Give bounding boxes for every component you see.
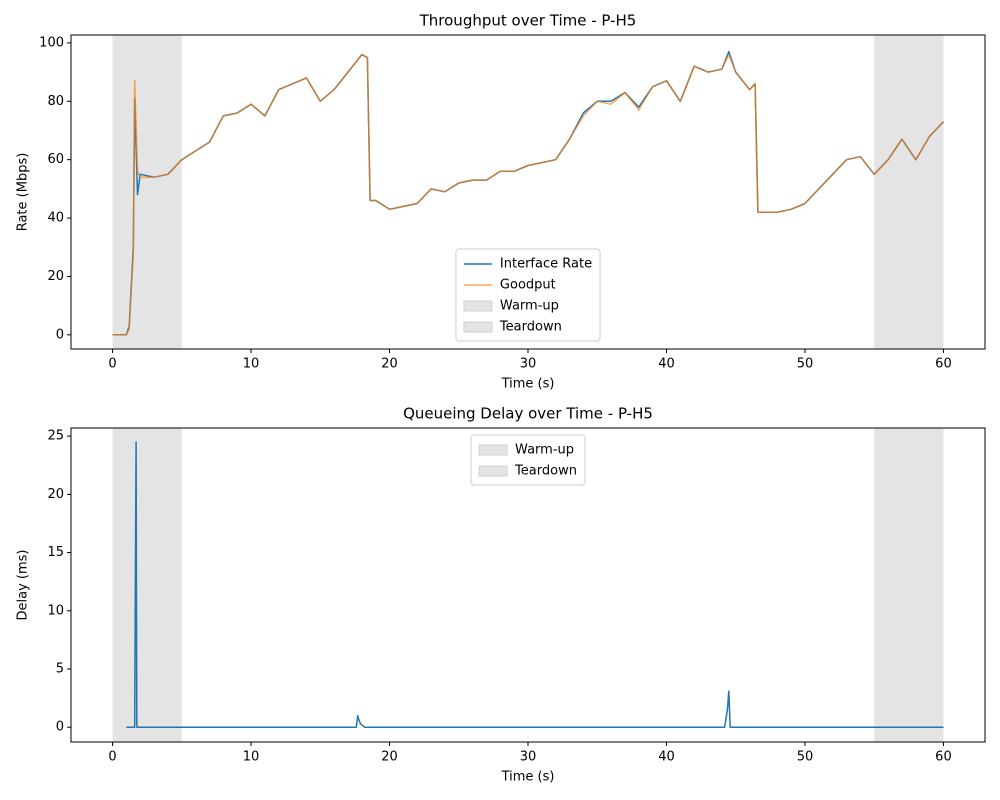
x-axis-label: Time (s)	[501, 770, 555, 785]
y-tick-label: 0	[56, 720, 64, 735]
y-tick-label: 25	[47, 429, 64, 444]
x-tick-label: 30	[520, 357, 537, 372]
legend: Interface Rate Goodput Warm-up Teardown	[455, 248, 601, 342]
y-tick-label: 15	[47, 545, 64, 560]
shaded-span	[874, 35, 944, 349]
legend-label: Interface Rate	[500, 257, 592, 272]
chart-title: Throughput over Time - P-H5	[419, 12, 637, 30]
x-tick-label: 60	[935, 750, 952, 765]
shaded-span	[874, 428, 944, 742]
legend-label: Teardown	[499, 320, 562, 335]
series-line	[126, 441, 944, 728]
y-tick-label: 40	[47, 211, 64, 226]
x-tick-label: 50	[797, 357, 814, 372]
y-tick-label: 0	[56, 327, 64, 342]
x-tick-label: 20	[381, 750, 398, 765]
x-tick-label: 10	[243, 357, 260, 372]
x-tick-label: 60	[935, 357, 952, 372]
x-tick-label: 0	[108, 750, 116, 765]
x-tick-label: 0	[108, 357, 116, 372]
chart-title: Queueing Delay over Time - P-H5	[403, 405, 653, 423]
legend: Warm-up Teardown	[470, 434, 586, 486]
x-tick-label: 20	[381, 357, 398, 372]
y-axis-label: Rate (Mbps)	[16, 153, 31, 232]
legend-frame	[455, 248, 601, 342]
shaded-span	[112, 428, 182, 742]
x-tick-label: 10	[243, 750, 260, 765]
series-line	[112, 53, 945, 336]
legend-label: Warm-up	[500, 299, 559, 314]
y-tick-label: 5	[56, 662, 64, 677]
y-tick-label: 60	[47, 152, 64, 167]
x-tick-label: 40	[658, 750, 675, 765]
x-tick-label: 30	[520, 750, 537, 765]
y-tick-label: 80	[47, 94, 64, 109]
legend-label: Warm-up	[515, 443, 574, 458]
x-tick-label: 40	[658, 357, 675, 372]
y-axis-label: Delay (ms)	[16, 550, 31, 621]
legend-swatch	[463, 300, 493, 312]
y-tick-label: 10	[47, 603, 64, 618]
x-tick-label: 50	[797, 750, 814, 765]
legend-swatch	[478, 444, 508, 456]
y-tick-label: 20	[47, 487, 64, 502]
legend-swatch	[478, 465, 508, 477]
legend-label: Goodput	[500, 278, 556, 293]
legend-swatch	[463, 321, 493, 333]
y-tick-label: 20	[47, 269, 64, 284]
x-axis-label: Time (s)	[501, 377, 555, 392]
legend-label: Teardown	[514, 464, 577, 479]
shaded-span	[112, 35, 182, 349]
y-tick-label: 100	[39, 35, 64, 50]
